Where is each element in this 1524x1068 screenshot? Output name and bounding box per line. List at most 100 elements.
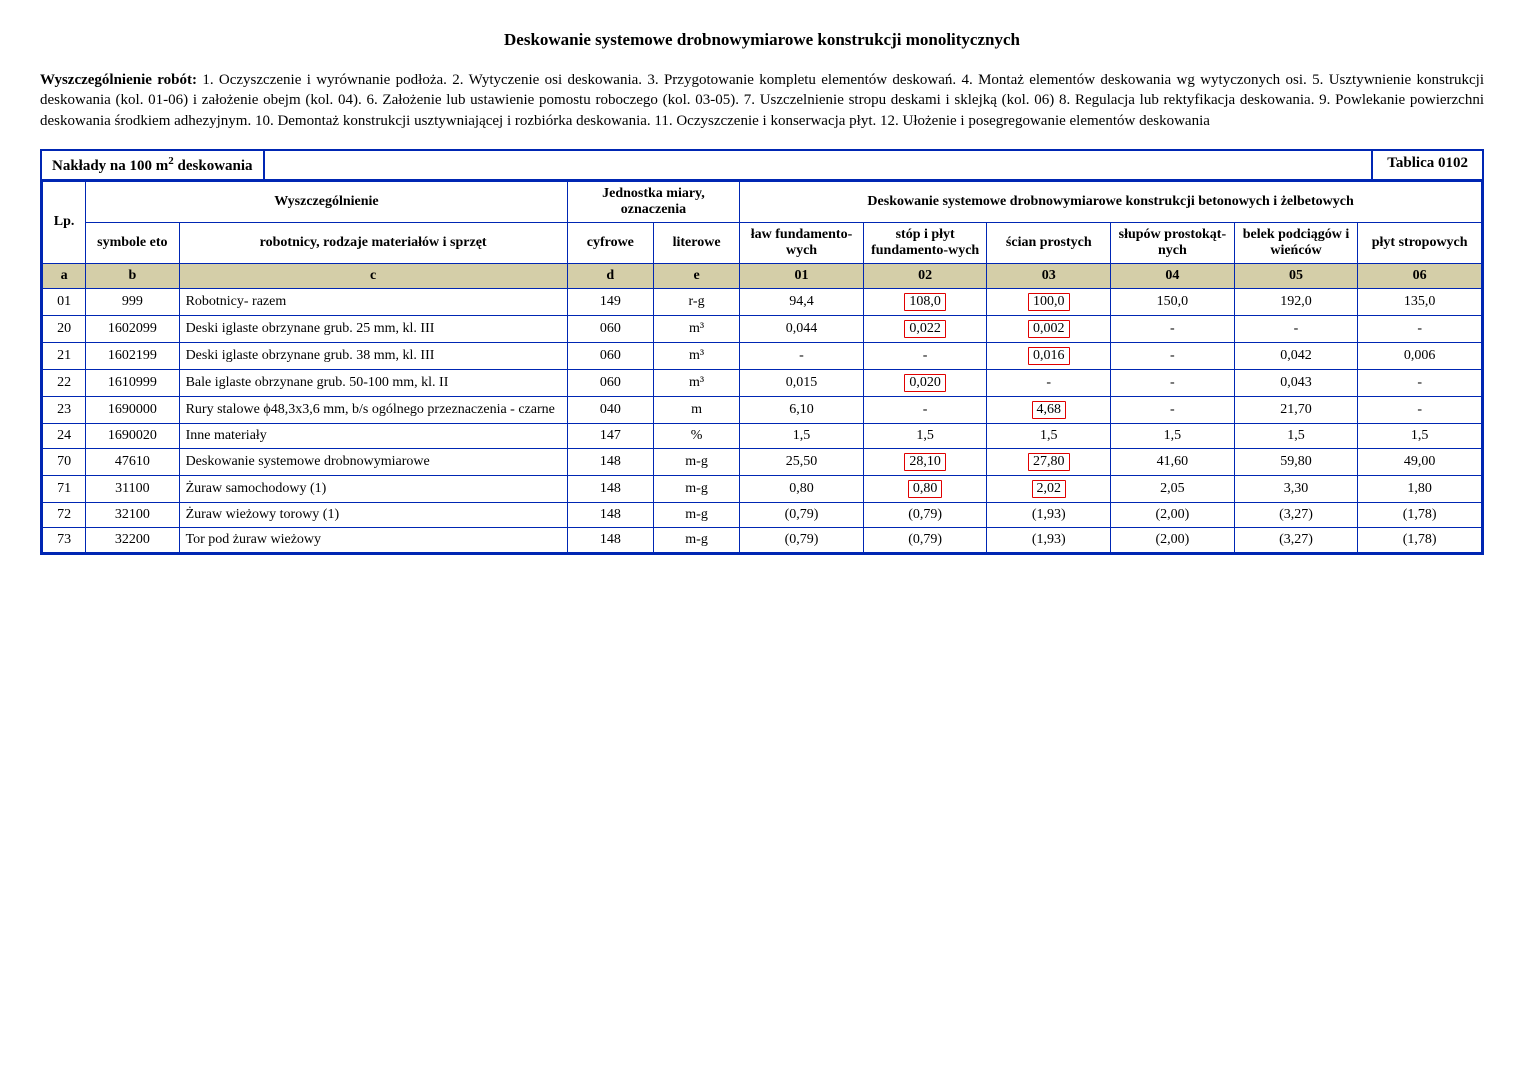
highlight-box: 28,10 — [904, 453, 946, 471]
cell-cyfr: 148 — [567, 448, 653, 475]
table-row: 201602099Deski iglaste obrzynane grub. 2… — [43, 315, 1482, 342]
cell-value: 0,016 — [987, 342, 1111, 369]
caption-left-pre: Nakłady na 100 m — [52, 158, 168, 174]
cell-lp: 21 — [43, 342, 86, 369]
highlight-box: 100,0 — [1028, 293, 1070, 311]
cell-lit: m — [653, 396, 739, 423]
cell-value: 1,5 — [1358, 423, 1482, 448]
header-row-2: symbole eto robotnicy, rodzaje materiałó… — [43, 222, 1482, 263]
cell-value: 0,043 — [1234, 369, 1358, 396]
cell-value: 21,70 — [1234, 396, 1358, 423]
cell-cyfr: 040 — [567, 396, 653, 423]
code-e: e — [653, 263, 739, 288]
cell-lit: % — [653, 423, 739, 448]
cell-lit: m³ — [653, 342, 739, 369]
cell-value: (1,78) — [1358, 502, 1482, 527]
cell-value: 1,5 — [740, 423, 864, 448]
highlight-box: 0,002 — [1028, 320, 1070, 338]
cell-value: (1,93) — [987, 527, 1111, 552]
cell-value: 41,60 — [1111, 448, 1235, 475]
table-row: 7232100Żuraw wieżowy torowy (1)148m-g(0,… — [43, 502, 1482, 527]
code-row: a b c d e 01 02 03 04 05 06 — [43, 263, 1482, 288]
table-row: 241690020Inne materiały147%1,51,51,51,51… — [43, 423, 1482, 448]
table-row: 7131100Żuraw samochodowy (1)148m-g0,800,… — [43, 475, 1482, 502]
cell-value: 0,042 — [1234, 342, 1358, 369]
cell-value: 150,0 — [1111, 288, 1235, 315]
cell-value: (0,79) — [740, 502, 864, 527]
table-row: 01999Robotnicy- razem149r-g94,4108,0100,… — [43, 288, 1482, 315]
page-title: Deskowanie systemowe drobnowymiarowe kon… — [40, 30, 1484, 50]
cell-lit: m³ — [653, 315, 739, 342]
highlight-box: 0,80 — [908, 480, 943, 498]
cell-value: - — [1111, 342, 1235, 369]
cell-value: - — [863, 342, 987, 369]
cell-cyfr: 148 — [567, 475, 653, 502]
code-d: d — [567, 263, 653, 288]
cell-mat: Żuraw wieżowy torowy (1) — [179, 502, 567, 527]
cell-value: 0,80 — [863, 475, 987, 502]
cell-value: 94,4 — [740, 288, 864, 315]
cell-sym: 32200 — [86, 527, 179, 552]
description-body: 1. Oczyszczenie i wyrównanie podłoża. 2.… — [40, 72, 1484, 129]
cell-lp: 24 — [43, 423, 86, 448]
cell-lp: 73 — [43, 527, 86, 552]
cell-value: 27,80 — [987, 448, 1111, 475]
cell-value: 0,002 — [987, 315, 1111, 342]
cell-sym: 31100 — [86, 475, 179, 502]
header-row-1: Lp. Wyszczególnienie Jednostka miary, oz… — [43, 181, 1482, 222]
hdr-wyszcz: Wyszczególnienie — [86, 181, 568, 222]
cell-value: - — [1111, 369, 1235, 396]
hdr-c04: słupów prostokąt-nych — [1111, 222, 1235, 263]
table-body: 01999Robotnicy- razem149r-g94,4108,0100,… — [43, 288, 1482, 552]
cell-value: 0,022 — [863, 315, 987, 342]
caption-spacer — [265, 151, 1372, 181]
code-05: 05 — [1234, 263, 1358, 288]
cell-mat: Bale iglaste obrzynane grub. 50-100 mm, … — [179, 369, 567, 396]
hdr-c05: belek podciągów i wieńców — [1234, 222, 1358, 263]
hdr-lp: Lp. — [43, 181, 86, 263]
cell-mat: Inne materiały — [179, 423, 567, 448]
description-lead: Wyszczególnienie robót: — [40, 72, 197, 88]
cell-cyfr: 147 — [567, 423, 653, 448]
main-table: Lp. Wyszczególnienie Jednostka miary, oz… — [42, 181, 1482, 553]
cell-value: (0,79) — [740, 527, 864, 552]
cell-value: 1,5 — [863, 423, 987, 448]
cell-value: - — [987, 369, 1111, 396]
code-b: b — [86, 263, 179, 288]
cell-value: (1,78) — [1358, 527, 1482, 552]
cell-lp: 22 — [43, 369, 86, 396]
cell-value: (2,00) — [1111, 502, 1235, 527]
table-row: 221610999Bale iglaste obrzynane grub. 50… — [43, 369, 1482, 396]
cell-value: - — [1358, 369, 1482, 396]
cell-cyfr: 149 — [567, 288, 653, 315]
cell-mat: Deskowanie systemowe drobnowymiarowe — [179, 448, 567, 475]
cell-value: - — [863, 396, 987, 423]
table-container: Nakłady na 100 m2 deskowania Tablica 010… — [40, 149, 1484, 555]
cell-sym: 1602199 — [86, 342, 179, 369]
cell-lp: 70 — [43, 448, 86, 475]
cell-lp: 71 — [43, 475, 86, 502]
hdr-cyfr: cyfrowe — [567, 222, 653, 263]
highlight-box: 0,016 — [1028, 347, 1070, 365]
cell-cyfr: 060 — [567, 369, 653, 396]
cell-value: 3,30 — [1234, 475, 1358, 502]
cell-value: - — [1111, 315, 1235, 342]
table-row: 7047610Deskowanie systemowe drobnowymiar… — [43, 448, 1482, 475]
cell-value: (0,79) — [863, 502, 987, 527]
cell-value: 4,68 — [987, 396, 1111, 423]
highlight-box: 0,020 — [904, 374, 946, 392]
cell-value: 25,50 — [740, 448, 864, 475]
code-06: 06 — [1358, 263, 1482, 288]
cell-lit: m-g — [653, 502, 739, 527]
cell-lit: r-g — [653, 288, 739, 315]
code-03: 03 — [987, 263, 1111, 288]
cell-lp: 23 — [43, 396, 86, 423]
cell-value: - — [740, 342, 864, 369]
highlight-box: 2,02 — [1032, 480, 1067, 498]
hdr-c03: ścian prostych — [987, 222, 1111, 263]
code-02: 02 — [863, 263, 987, 288]
cell-mat: Deski iglaste obrzynane grub. 38 mm, kl.… — [179, 342, 567, 369]
code-a: a — [43, 263, 86, 288]
hdr-rob: robotnicy, rodzaje materiałów i sprzęt — [179, 222, 567, 263]
table-caption-row: Nakłady na 100 m2 deskowania Tablica 010… — [42, 151, 1482, 181]
